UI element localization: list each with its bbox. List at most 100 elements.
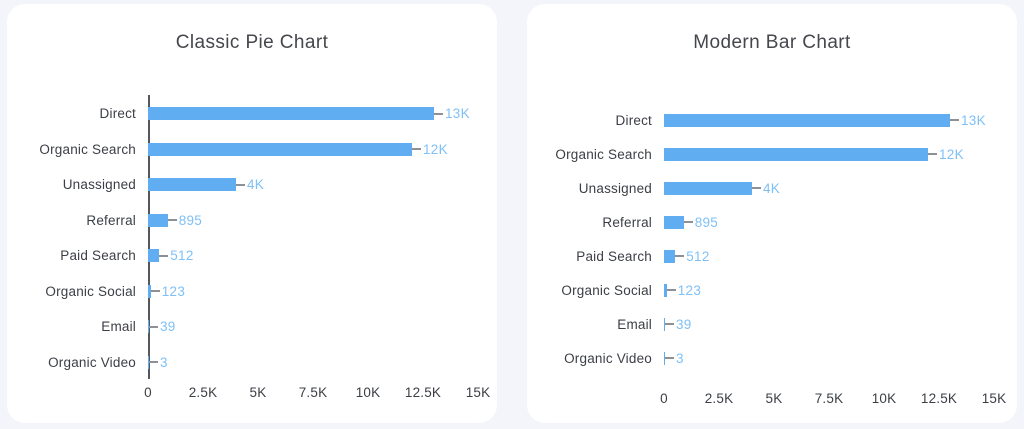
bar xyxy=(664,283,667,297)
category-label: Unassigned xyxy=(62,177,136,193)
bar-row: Unassigned 4K xyxy=(7,167,491,203)
category-label: Organic Social xyxy=(561,282,652,298)
value-connector-dash xyxy=(149,361,158,364)
value-label: 123 xyxy=(677,282,702,298)
category-label: Paid Search xyxy=(60,248,136,264)
bar xyxy=(148,249,160,263)
bar-track: 123 xyxy=(664,273,1011,307)
bar-track: 895 xyxy=(148,203,491,239)
category-label: Unassigned xyxy=(578,180,652,196)
value-label: 12K xyxy=(423,141,448,157)
bar-row: Organic Video 3 xyxy=(7,345,491,381)
bar xyxy=(148,355,149,369)
bar-track: 39 xyxy=(148,309,491,345)
category-label: Referral xyxy=(86,212,136,228)
bar-track: 4K xyxy=(148,167,491,203)
bar-row: Direct 13K xyxy=(7,96,491,132)
bar xyxy=(148,178,236,192)
category-label: Organic Video xyxy=(48,354,136,370)
bar-track: 13K xyxy=(664,103,1011,137)
value-label: 512 xyxy=(686,248,710,264)
chart-title: Classic Pie Chart xyxy=(175,32,329,53)
category-label: Organic Search xyxy=(39,141,136,157)
value-connector-dash xyxy=(149,325,158,328)
bar-track: 13K xyxy=(148,96,491,132)
bar xyxy=(148,320,149,334)
bar xyxy=(664,249,676,263)
value-connector-dash xyxy=(950,119,959,121)
x-tick-label: 10K xyxy=(871,391,897,406)
x-tick-label: 0 xyxy=(660,391,668,406)
bar-row: Organic Video 3 xyxy=(527,341,1011,375)
category-label: Organic Social xyxy=(45,283,136,299)
bar-track: 512 xyxy=(148,238,491,274)
x-tick-label: 7.5K xyxy=(298,385,328,400)
category-label: Email xyxy=(101,319,136,335)
value-connector-dash xyxy=(665,323,674,325)
bar-row: Organic Search 12K xyxy=(7,132,491,168)
category-label: Direct xyxy=(615,112,652,128)
bar xyxy=(664,351,665,365)
classic-pie-chart-card: Classic Pie Chart Direct 13K Organic Searc… xyxy=(7,4,497,423)
y-axis-line xyxy=(148,95,150,379)
category-label: Email xyxy=(617,316,652,332)
category-label: Paid Search xyxy=(576,248,652,264)
bar xyxy=(664,181,752,195)
bar xyxy=(148,107,434,121)
value-connector-dash xyxy=(159,254,169,257)
x-tick-label: 0 xyxy=(144,385,152,400)
bar-row: Organic Social 123 xyxy=(527,273,1011,307)
bar-row: Referral 895 xyxy=(7,203,491,239)
category-label: Organic Search xyxy=(555,146,652,162)
value-label: 3 xyxy=(160,354,168,370)
bar xyxy=(664,317,665,331)
modern-bar-chart-card: Modern Bar Chart Direct 13K Organic Search… xyxy=(527,4,1017,423)
bar xyxy=(148,213,168,227)
bar xyxy=(148,142,412,156)
bar xyxy=(148,284,151,298)
value-label: 13K xyxy=(445,106,470,122)
bar-track: 895 xyxy=(664,205,1011,239)
category-label: Direct xyxy=(99,106,136,122)
value-connector-dash xyxy=(167,219,177,222)
bar-row: Organic Social 123 xyxy=(7,274,491,310)
x-tick-label: 15K xyxy=(465,385,491,400)
value-label: 39 xyxy=(160,319,176,335)
value-connector-dash xyxy=(675,255,685,257)
value-connector-dash xyxy=(683,221,693,223)
x-tick-label: 5K xyxy=(249,385,267,400)
horizontal-bar-chart: Direct 13K Organic Search 12K Unassigned 4K Re… xyxy=(7,4,497,423)
bar-row: Unassigned 4K xyxy=(527,171,1011,205)
value-label: 895 xyxy=(178,212,203,228)
x-tick-label: 5K xyxy=(765,391,783,406)
x-tick-label: 12.5K xyxy=(404,385,442,400)
x-tick-label: 12.5K xyxy=(920,391,958,406)
x-tick-label: 2.5K xyxy=(188,385,218,400)
x-tick-label: 7.5K xyxy=(814,391,844,406)
category-label: Organic Video xyxy=(564,350,652,366)
value-connector-dash xyxy=(752,187,761,189)
bar-track: 123 xyxy=(148,274,491,310)
bar xyxy=(664,113,950,127)
value-connector-dash xyxy=(412,148,421,151)
value-label: 12K xyxy=(939,146,964,162)
value-connector-dash xyxy=(666,289,676,291)
x-tick-label: 2.5K xyxy=(704,391,734,406)
bar xyxy=(664,147,928,161)
bar-row: Email 39 xyxy=(527,307,1011,341)
bar-row: Direct 13K xyxy=(527,103,1011,137)
bar xyxy=(664,215,684,229)
value-label: 39 xyxy=(676,316,692,332)
bar-row: Email 39 xyxy=(7,309,491,345)
x-tick-label: 10K xyxy=(355,385,381,400)
value-label: 13K xyxy=(961,112,986,128)
value-label: 3 xyxy=(676,350,684,366)
bar-row: Paid Search 512 xyxy=(527,239,1011,273)
bar-track: 512 xyxy=(664,239,1011,273)
x-tick-label: 15K xyxy=(981,391,1007,406)
value-label: 4K xyxy=(247,177,265,193)
chart-title: Modern Bar Chart xyxy=(693,32,851,53)
horizontal-bar-chart: Direct 13K Organic Search 12K Unassigned 4K Re… xyxy=(527,4,1017,423)
value-label: 512 xyxy=(170,248,194,264)
value-connector-dash xyxy=(236,183,245,186)
